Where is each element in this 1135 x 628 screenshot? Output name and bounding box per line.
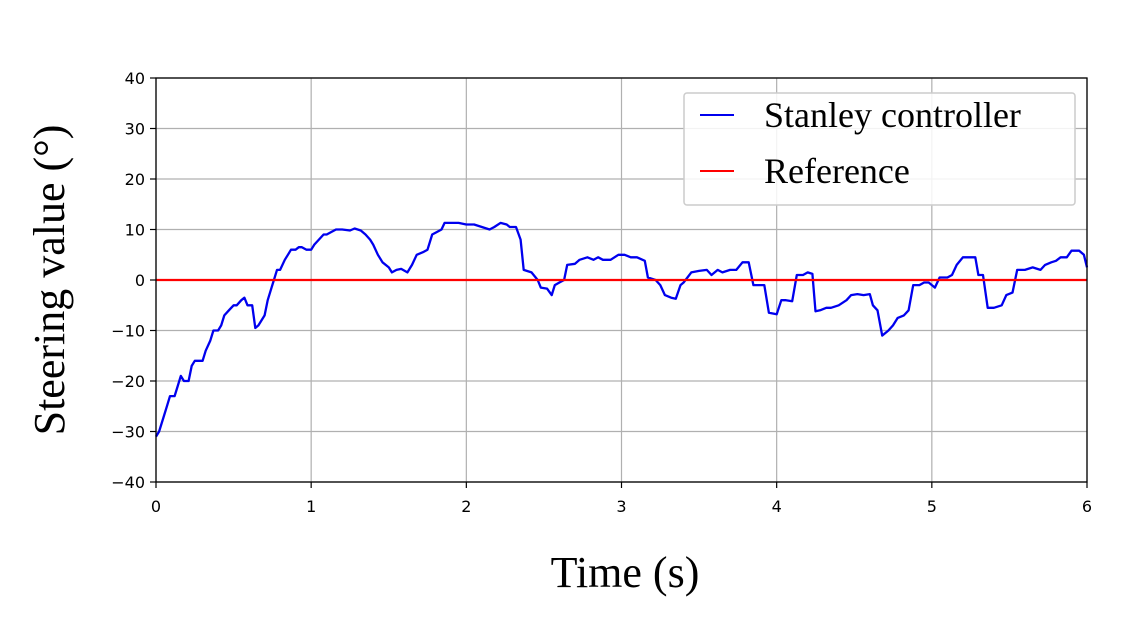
y-tick-label: 0 [135, 271, 145, 290]
legend-box [683, 92, 1076, 206]
y-tick-label: 20 [125, 170, 145, 189]
legend: Stanley controller Reference [683, 92, 1076, 206]
y-tick-label: −10 [111, 322, 145, 341]
x-tick-label: 0 [151, 497, 161, 516]
x-tick-label: 6 [1082, 497, 1092, 516]
y-tick-label: 10 [125, 221, 145, 240]
x-tick-label: 2 [461, 497, 471, 516]
y-tick-label: −20 [111, 372, 145, 391]
x-tick-label: 1 [306, 497, 316, 516]
legend-label-stanley: Stanley controller [764, 95, 1021, 135]
y-tick-label: 30 [125, 120, 145, 139]
stanley-controller-line [155, 221, 1089, 438]
ticks: 0 1 2 3 4 5 6 40 30 20 10 0 −10 −20 −30 −40 [111, 69, 1092, 516]
y-tick-label: −40 [111, 473, 145, 492]
x-tick-label: 4 [772, 497, 782, 516]
y-tick-label: 40 [125, 69, 145, 88]
legend-label-reference: Reference [764, 151, 910, 191]
x-axis-label: Time (s) [551, 548, 700, 597]
series-group [155, 221, 1089, 438]
x-tick-label: 5 [927, 497, 937, 516]
x-tick-label: 3 [616, 497, 626, 516]
y-tick-label: −30 [111, 423, 145, 442]
y-axis-label: Steering value (°) [25, 125, 74, 436]
